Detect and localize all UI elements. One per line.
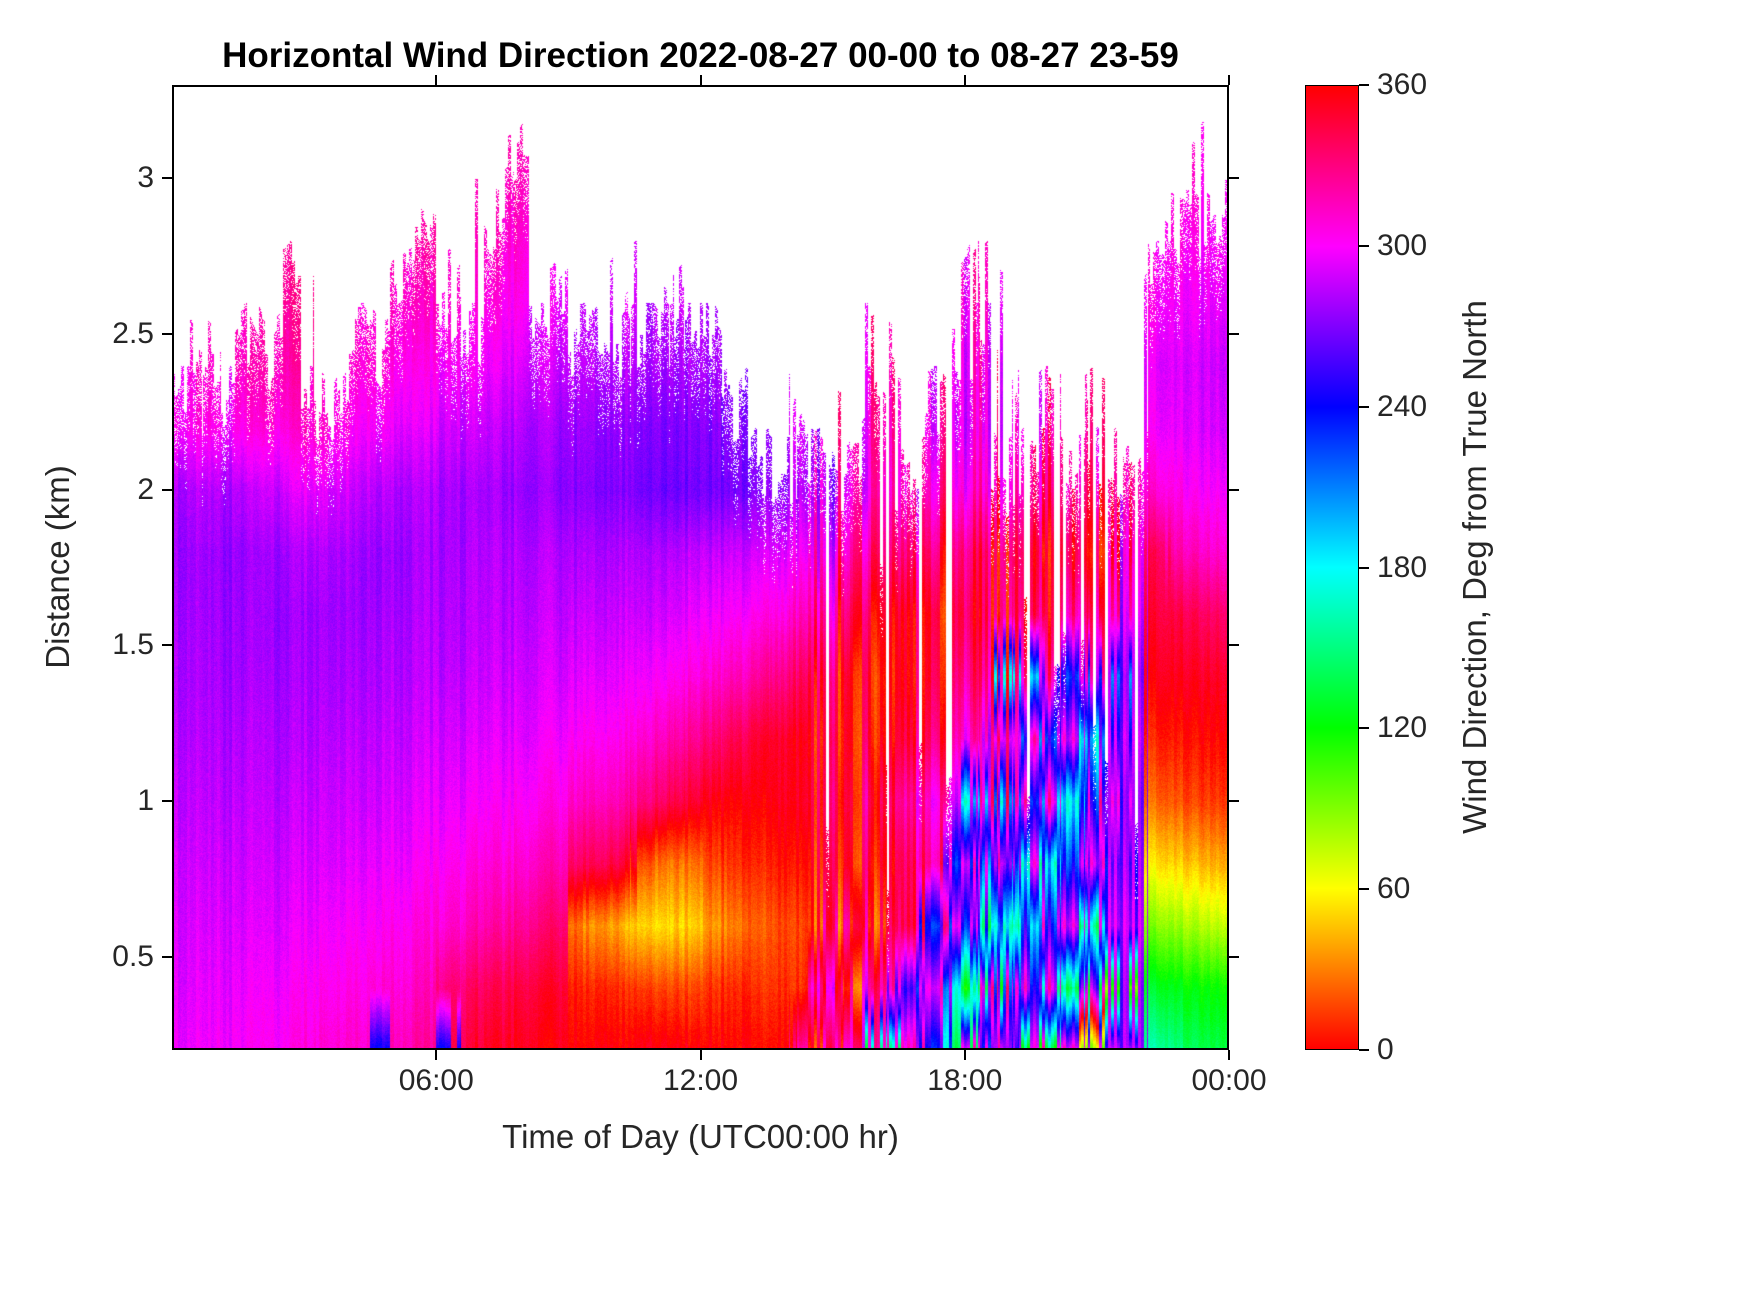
y-tick-label: 3 (137, 161, 154, 195)
y-tick-right (1229, 799, 1239, 802)
chart-title: Horizontal Wind Direction 2022-08-27 00-… (222, 36, 1179, 75)
x-tick-top (1228, 75, 1230, 85)
colorbar-tick (1359, 84, 1369, 86)
y-tick (162, 333, 172, 336)
y-tick-right (1229, 177, 1239, 180)
y-tick (162, 799, 172, 802)
x-tick (435, 1050, 438, 1060)
colorbar-tick (1359, 727, 1369, 730)
x-tick (699, 1050, 702, 1060)
y-tick-right (1229, 955, 1239, 958)
y-tick-label: 2.5 (112, 317, 154, 351)
x-tick-label: 06:00 (398, 1064, 474, 1097)
heatmap-canvas (172, 85, 1229, 1050)
x-tick-label: 00:00 (1191, 1064, 1267, 1097)
colorbar (1305, 85, 1359, 1050)
x-tick (963, 1050, 966, 1060)
colorbar-tick-label: 360 (1377, 68, 1428, 101)
colorbar-tick-label: 60 (1377, 872, 1411, 906)
plot-area (172, 85, 1229, 1050)
x-axis-label: Time of Day (UTC00:00 hr) (502, 1118, 899, 1155)
x-tick-top (435, 75, 438, 85)
y-tick-right (1229, 488, 1239, 491)
y-tick-right (1229, 644, 1239, 647)
y-tick (162, 955, 172, 958)
colorbar-tick (1359, 566, 1369, 569)
x-tick-top (699, 75, 702, 85)
colorbar-tick-label: 180 (1377, 550, 1428, 584)
colorbar-tick (1359, 1049, 1369, 1051)
y-tick-right (1229, 333, 1239, 336)
colorbar-tick (1359, 888, 1369, 891)
y-tick-label: 2 (137, 472, 154, 506)
y-tick (162, 488, 172, 491)
y-tick (162, 177, 172, 180)
colorbar-tick-label: 120 (1377, 711, 1428, 745)
x-tick-label: 18:00 (927, 1064, 1003, 1097)
x-tick-top (963, 75, 966, 85)
y-tick (162, 644, 172, 647)
x-tick-label: 12:00 (662, 1064, 739, 1097)
y-axis-label: Distance (km) (39, 465, 76, 669)
colorbar-tick-label: 300 (1377, 228, 1428, 262)
x-tick (1228, 1050, 1230, 1060)
colorbar-tick-label: 240 (1377, 389, 1428, 423)
y-tick-label: 0.5 (112, 939, 154, 973)
colorbar-tick-label: 0 (1377, 1033, 1394, 1066)
y-tick-label: 1 (137, 783, 154, 817)
colorbar-tick (1359, 244, 1369, 247)
y-tick-label: 1.5 (112, 628, 154, 662)
colorbar-tick (1359, 405, 1369, 408)
colorbar-label: Wind Direction, Deg from True North (1456, 300, 1493, 834)
